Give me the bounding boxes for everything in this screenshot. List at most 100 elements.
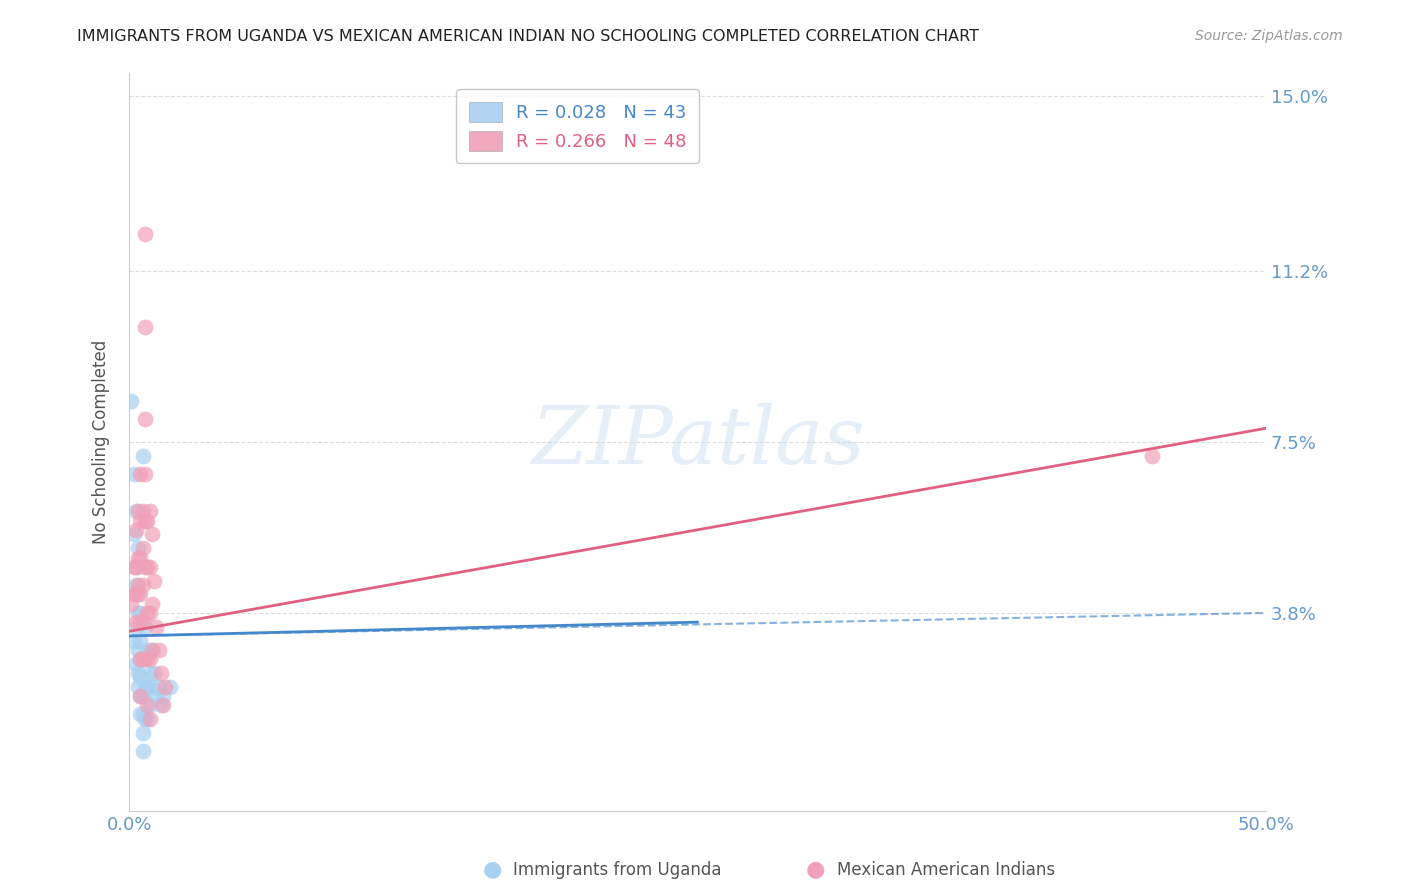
Point — [141, 642, 163, 657]
Point — [129, 689, 152, 703]
Point — [149, 698, 172, 713]
Point — [148, 642, 170, 657]
Point — [134, 319, 156, 334]
Point — [141, 680, 163, 694]
Point — [122, 527, 145, 541]
Point — [132, 744, 155, 758]
Text: ●: ● — [482, 860, 502, 880]
Point — [125, 559, 148, 574]
Point — [148, 680, 170, 694]
Text: ZIPatlas: ZIPatlas — [530, 403, 865, 481]
Point — [138, 606, 160, 620]
Text: ●: ● — [806, 860, 825, 880]
Point — [134, 227, 156, 242]
Point — [132, 689, 155, 703]
Point — [127, 665, 149, 680]
Y-axis label: No Schooling Completed: No Schooling Completed — [93, 340, 110, 544]
Point — [134, 712, 156, 726]
Point — [141, 527, 163, 541]
Point — [136, 606, 159, 620]
Point — [125, 504, 148, 518]
Point — [122, 559, 145, 574]
Point — [120, 597, 142, 611]
Point — [132, 504, 155, 518]
Legend: R = 0.028   N = 43, R = 0.266   N = 48: R = 0.028 N = 43, R = 0.266 N = 48 — [457, 89, 699, 163]
Point — [125, 620, 148, 634]
Point — [143, 665, 166, 680]
Point — [1140, 449, 1163, 463]
Point — [141, 642, 163, 657]
Point — [129, 615, 152, 629]
Point — [141, 597, 163, 611]
Point — [134, 467, 156, 482]
Point — [138, 698, 160, 713]
Point — [125, 615, 148, 629]
Point — [129, 652, 152, 666]
Point — [149, 665, 172, 680]
Point — [136, 712, 159, 726]
Point — [129, 652, 152, 666]
Point — [152, 698, 174, 713]
Point — [138, 652, 160, 666]
Point — [132, 707, 155, 722]
Point — [138, 712, 160, 726]
Point — [129, 467, 152, 482]
Point — [136, 559, 159, 574]
Text: IMMIGRANTS FROM UGANDA VS MEXICAN AMERICAN INDIAN NO SCHOOLING COMPLETED CORRELA: IMMIGRANTS FROM UGANDA VS MEXICAN AMERIC… — [77, 29, 980, 44]
Point — [129, 633, 152, 648]
Point — [125, 578, 148, 592]
Point — [138, 559, 160, 574]
Point — [127, 541, 149, 556]
Point — [132, 541, 155, 556]
Point — [136, 652, 159, 666]
Point — [138, 504, 160, 518]
Point — [152, 689, 174, 703]
Point — [122, 467, 145, 482]
Point — [127, 550, 149, 565]
Point — [129, 671, 152, 685]
Point — [136, 642, 159, 657]
Point — [127, 642, 149, 657]
Text: Source: ZipAtlas.com: Source: ZipAtlas.com — [1195, 29, 1343, 43]
Text: Mexican American Indians: Mexican American Indians — [837, 861, 1054, 879]
Point — [122, 587, 145, 601]
Point — [127, 680, 149, 694]
Point — [155, 680, 177, 694]
Point — [143, 574, 166, 588]
Point — [122, 633, 145, 648]
Text: Immigrants from Uganda: Immigrants from Uganda — [513, 861, 721, 879]
Point — [125, 523, 148, 537]
Point — [136, 680, 159, 694]
Point — [134, 620, 156, 634]
Point — [129, 606, 152, 620]
Point — [132, 615, 155, 629]
Point — [132, 652, 155, 666]
Point — [134, 652, 156, 666]
Point — [159, 680, 181, 694]
Point — [125, 587, 148, 601]
Point — [129, 514, 152, 528]
Point — [132, 449, 155, 463]
Point — [132, 726, 155, 740]
Point — [127, 606, 149, 620]
Point — [127, 587, 149, 601]
Point — [134, 412, 156, 426]
Point — [125, 657, 148, 671]
Point — [136, 698, 159, 713]
Point — [129, 689, 152, 703]
Point — [129, 707, 152, 722]
Point — [138, 665, 160, 680]
Point — [132, 578, 155, 592]
Point — [127, 578, 149, 592]
Point — [134, 559, 156, 574]
Point — [129, 587, 152, 601]
Point — [134, 514, 156, 528]
Point — [136, 514, 159, 528]
Point — [145, 620, 167, 634]
Point — [145, 689, 167, 703]
Point — [134, 680, 156, 694]
Point — [129, 550, 152, 565]
Point — [125, 559, 148, 574]
Point — [127, 504, 149, 518]
Point — [120, 393, 142, 408]
